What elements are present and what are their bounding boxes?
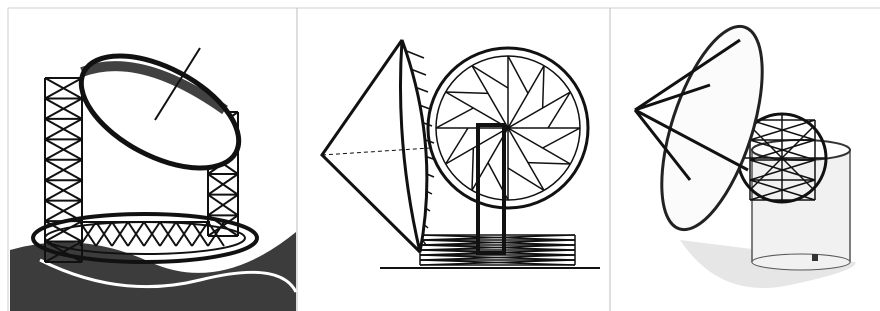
door: [812, 254, 818, 261]
page: (() => { const NS = 'http://www.w3.org/2…: [0, 0, 880, 311]
pedestal: [752, 150, 850, 262]
telescope-panels: [0, 0, 880, 311]
pedestal-base: [752, 254, 850, 270]
